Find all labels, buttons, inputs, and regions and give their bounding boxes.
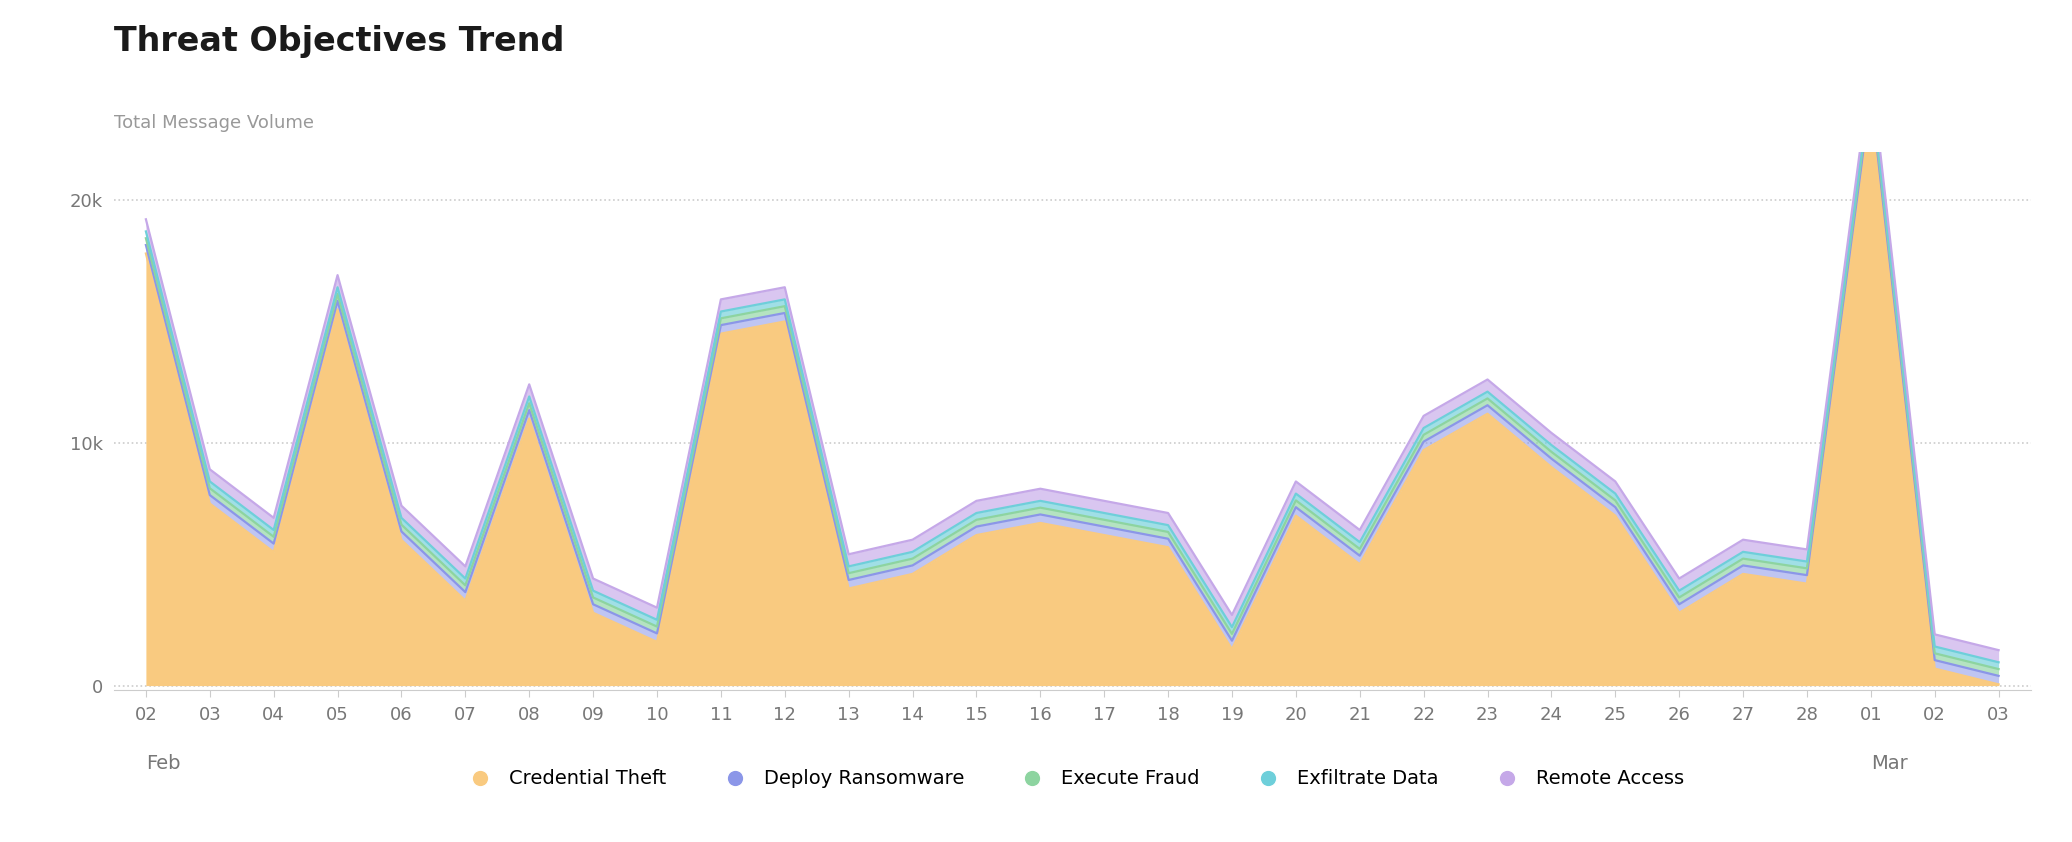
Text: Total Message Volume: Total Message Volume xyxy=(114,114,315,132)
Text: Feb: Feb xyxy=(145,754,180,773)
Legend: Credential Theft, Deploy Ransomware, Execute Fraud, Exfiltrate Data, Remote Acce: Credential Theft, Deploy Ransomware, Exe… xyxy=(460,770,1685,788)
Text: Threat Objectives Trend: Threat Objectives Trend xyxy=(114,25,564,58)
Text: Mar: Mar xyxy=(1871,754,1908,773)
